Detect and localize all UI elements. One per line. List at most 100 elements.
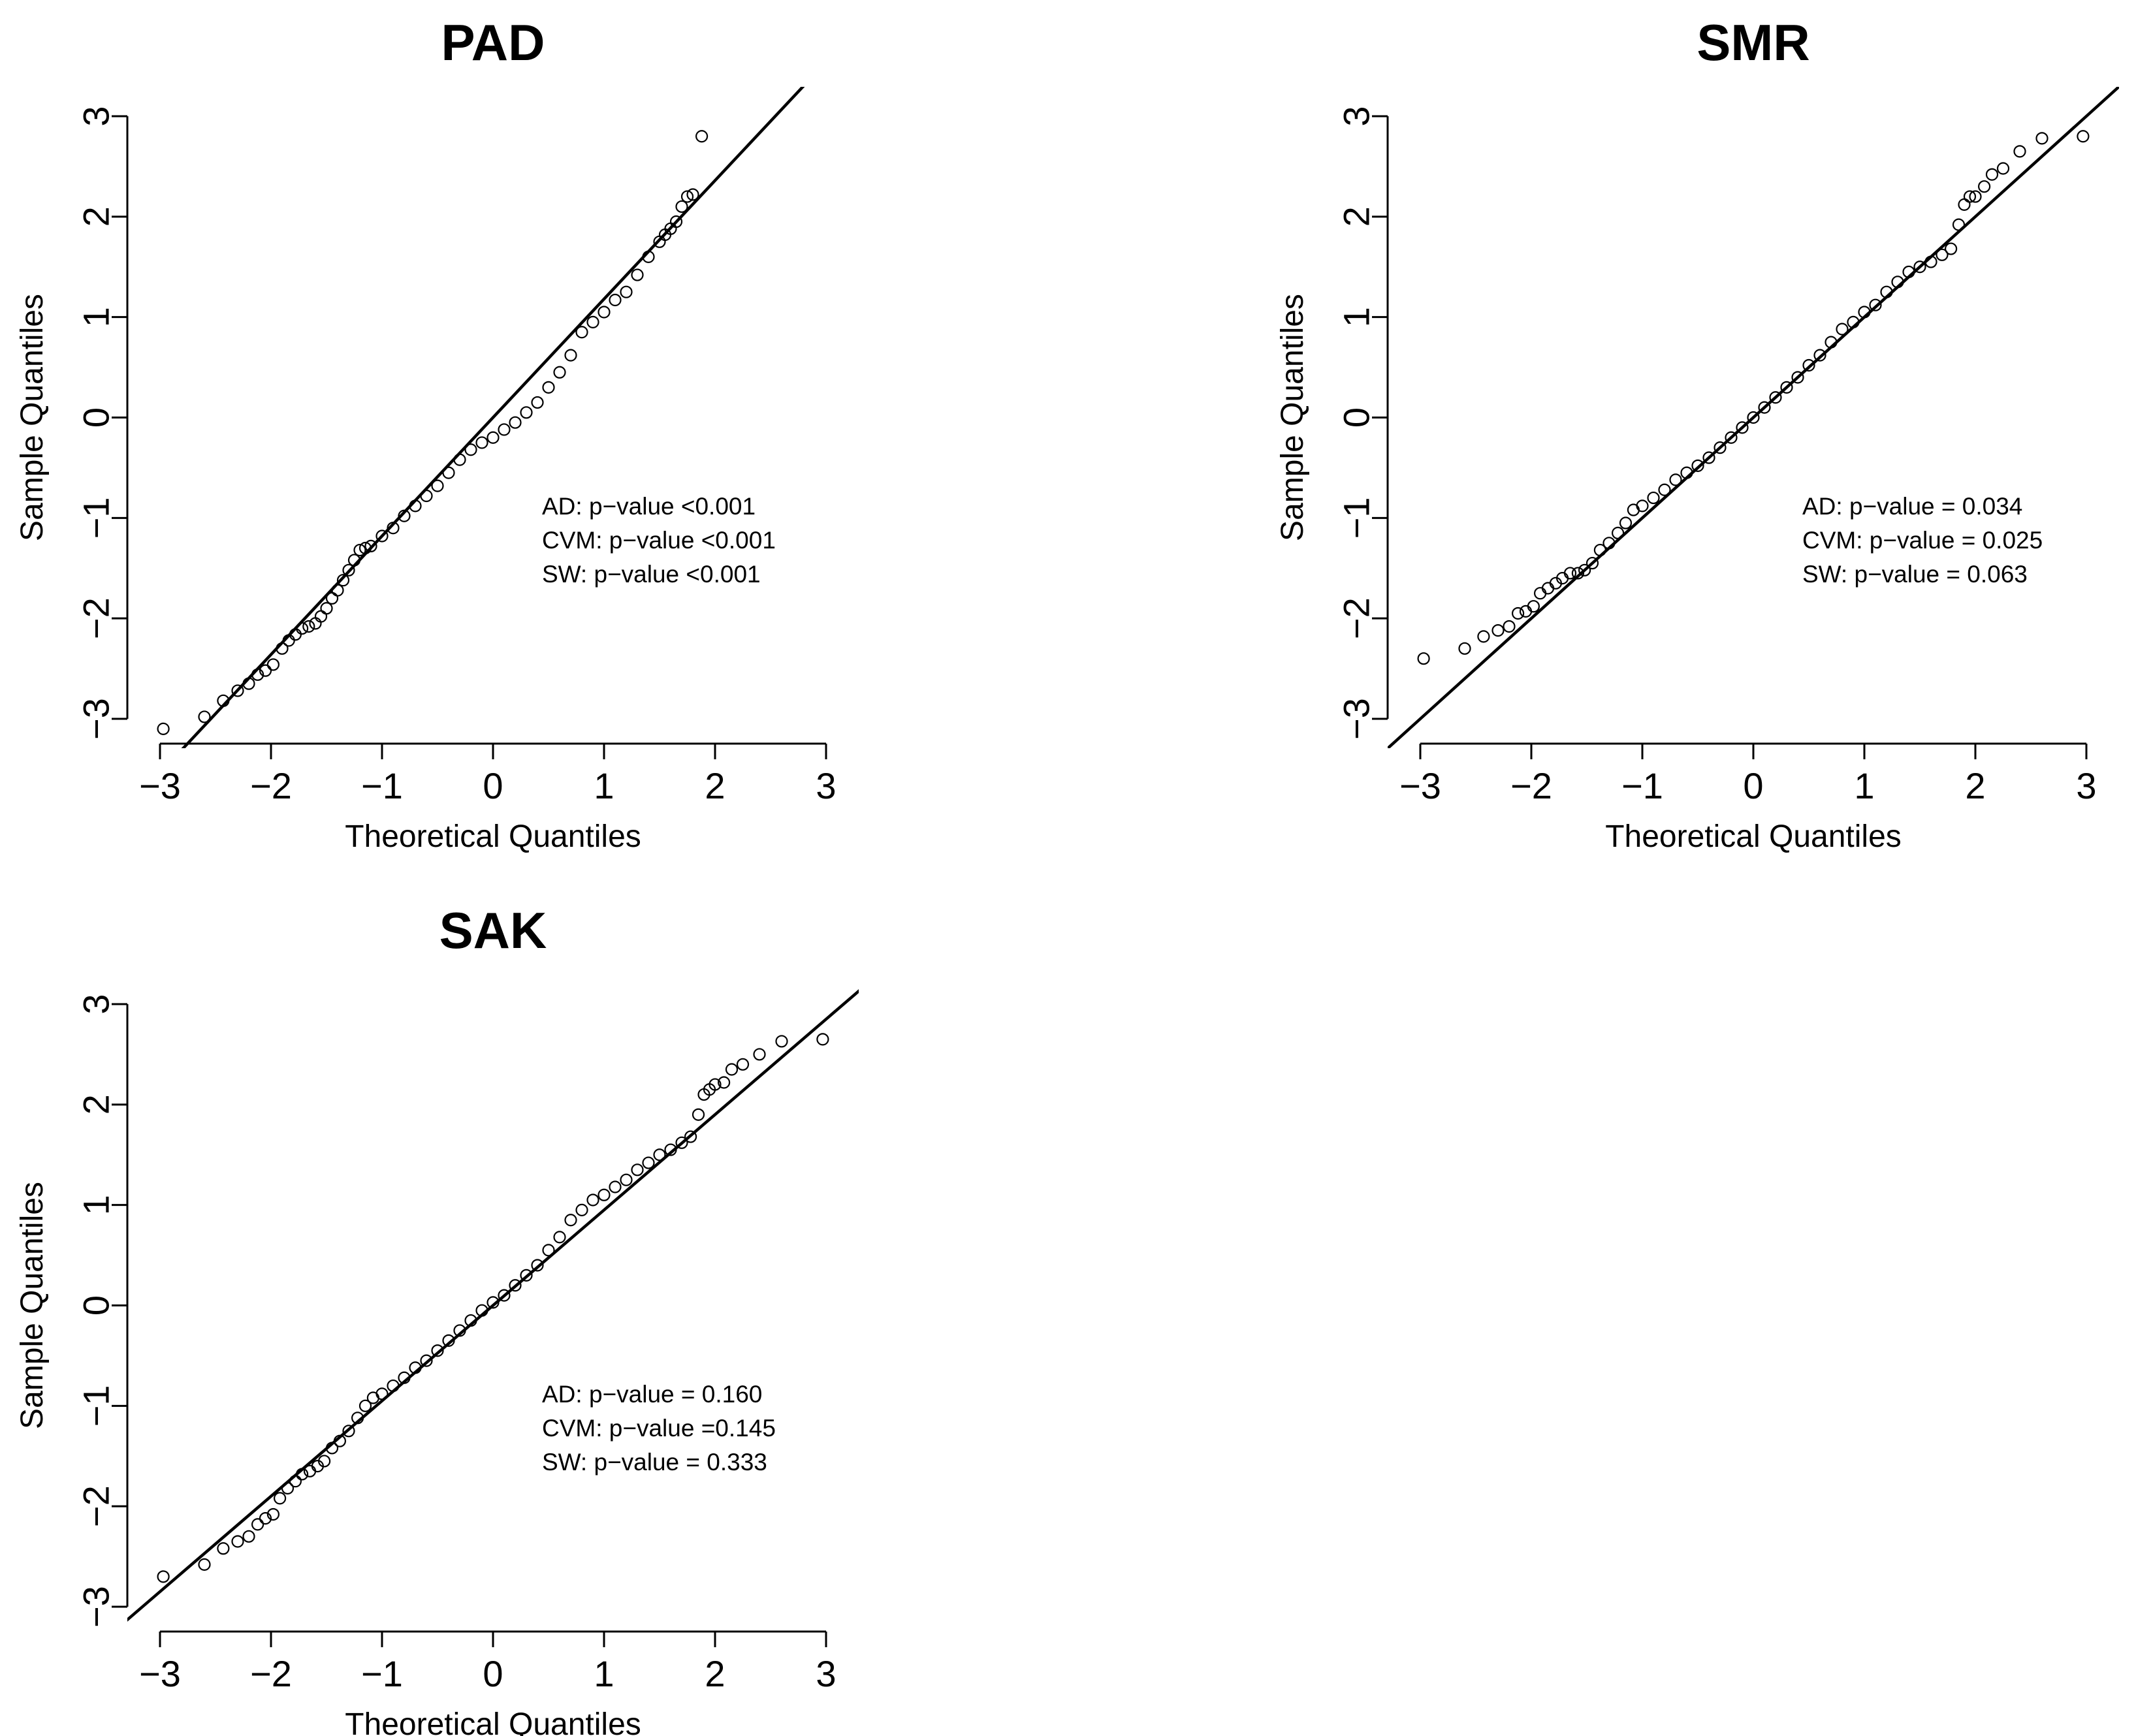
data-point bbox=[736, 1058, 750, 1071]
data-point bbox=[753, 1048, 766, 1061]
data-point bbox=[1958, 198, 1971, 211]
data-point bbox=[359, 1399, 372, 1412]
data-point bbox=[231, 1535, 244, 1548]
data-point bbox=[1758, 401, 1771, 414]
data-point bbox=[364, 539, 377, 553]
data-point bbox=[453, 453, 466, 466]
data-point bbox=[675, 1136, 688, 1149]
y-tick-label: 2 bbox=[76, 1094, 117, 1114]
data-point bbox=[1534, 587, 1547, 600]
data-point bbox=[475, 436, 488, 449]
pvalue-annotation: SW: p−value = 0.333 bbox=[542, 1449, 767, 1476]
data-point bbox=[318, 1455, 331, 1468]
x-axis-label: Theoretical Quantiles bbox=[1605, 819, 1902, 854]
data-point bbox=[1669, 473, 1682, 486]
panel-smr: SMR −3 −2 −1 0 1 2 3 −3 −2 −1 0 1 2 3 Theoretical Quant… bbox=[1275, 14, 2119, 854]
x-tick-label: 1 bbox=[594, 765, 614, 806]
x-tick-label: −3 bbox=[1399, 765, 1441, 806]
data-point bbox=[1825, 336, 1838, 349]
data-point bbox=[620, 1173, 633, 1186]
data-point bbox=[431, 1344, 444, 1357]
data-point bbox=[1680, 466, 1693, 479]
data-point bbox=[520, 406, 533, 419]
data-point bbox=[1691, 459, 1704, 472]
x-tick-label: −2 bbox=[250, 765, 292, 806]
data-point bbox=[542, 381, 555, 394]
data-point bbox=[1836, 323, 1849, 336]
y-tick-label: 3 bbox=[76, 994, 117, 1014]
data-points bbox=[157, 130, 709, 735]
data-point bbox=[1578, 563, 1591, 576]
data-point bbox=[342, 1425, 355, 1438]
data-point bbox=[816, 1033, 829, 1046]
data-point bbox=[1985, 168, 1999, 181]
y-tick-label: −1 bbox=[1336, 497, 1377, 539]
data-point bbox=[1593, 543, 1606, 557]
data-point bbox=[453, 1324, 466, 1337]
chart-title: SAK bbox=[439, 902, 547, 959]
data-point bbox=[1963, 190, 1977, 203]
data-point bbox=[320, 602, 333, 615]
data-point bbox=[1619, 516, 1633, 529]
data-point bbox=[642, 1156, 655, 1169]
pvalue-annotation: CVM: p−value = 0.025 bbox=[1802, 527, 2043, 554]
data-point bbox=[276, 642, 289, 655]
data-point bbox=[217, 1542, 230, 1555]
data-point bbox=[198, 1558, 211, 1571]
data-points bbox=[1417, 130, 2090, 665]
panel-pad: PAD −3 −2 −1 0 1 2 3 −3 −2 −1 0 1 2 3 Theoretical Quant… bbox=[15, 14, 837, 854]
data-point bbox=[1417, 652, 1430, 665]
data-point bbox=[251, 1518, 264, 1531]
data-point bbox=[486, 1296, 500, 1309]
y-tick-label: −2 bbox=[1336, 597, 1377, 639]
data-point bbox=[314, 610, 328, 623]
qq-reference-line bbox=[1388, 87, 2119, 748]
data-point bbox=[1503, 620, 1516, 633]
data-point bbox=[498, 423, 511, 436]
y-tick-label: −3 bbox=[76, 1586, 117, 1628]
data-point bbox=[664, 1143, 677, 1156]
pvalue-annotation: CVM: p−value =0.145 bbox=[542, 1415, 776, 1442]
data-point bbox=[531, 396, 544, 409]
data-point bbox=[598, 306, 611, 319]
data-point bbox=[1458, 642, 1471, 655]
data-point bbox=[564, 1214, 577, 1227]
data-point bbox=[198, 710, 211, 723]
chart-title: PAD bbox=[441, 14, 545, 71]
data-point bbox=[274, 1492, 287, 1505]
data-point bbox=[1527, 600, 1540, 613]
x-tick-label: −1 bbox=[1621, 765, 1663, 806]
data-point bbox=[575, 1203, 588, 1216]
y-tick-label: 3 bbox=[1336, 106, 1377, 126]
data-point bbox=[359, 541, 372, 555]
data-point bbox=[692, 1108, 705, 1121]
data-point bbox=[1847, 315, 1860, 328]
data-point bbox=[620, 285, 633, 298]
data-point bbox=[325, 592, 339, 605]
data-point bbox=[375, 529, 389, 543]
data-point bbox=[586, 315, 599, 328]
data-point bbox=[442, 466, 455, 479]
data-point bbox=[1978, 180, 1991, 193]
data-point bbox=[1519, 605, 1533, 618]
x-tick-label: −1 bbox=[361, 1653, 403, 1694]
data-point bbox=[520, 1269, 533, 1282]
x-tick-label: 0 bbox=[483, 1653, 503, 1694]
data-point bbox=[1780, 381, 1793, 394]
data-point bbox=[1858, 306, 1871, 319]
x-tick-label: 3 bbox=[816, 765, 836, 806]
x-tick-label: 0 bbox=[1743, 765, 1763, 806]
chart-title: SMR bbox=[1697, 14, 1809, 71]
data-point bbox=[684, 1130, 697, 1143]
x-tick-label: −3 bbox=[139, 1653, 181, 1694]
data-point bbox=[281, 1481, 295, 1495]
data-point bbox=[342, 563, 355, 576]
data-point bbox=[1725, 431, 1738, 444]
x-tick-label: 2 bbox=[705, 765, 725, 806]
data-point bbox=[509, 416, 522, 429]
data-point bbox=[1747, 411, 1760, 424]
data-point bbox=[259, 1512, 272, 1525]
data-point bbox=[531, 1259, 544, 1272]
data-point bbox=[709, 1078, 722, 1091]
data-point bbox=[631, 1163, 644, 1176]
